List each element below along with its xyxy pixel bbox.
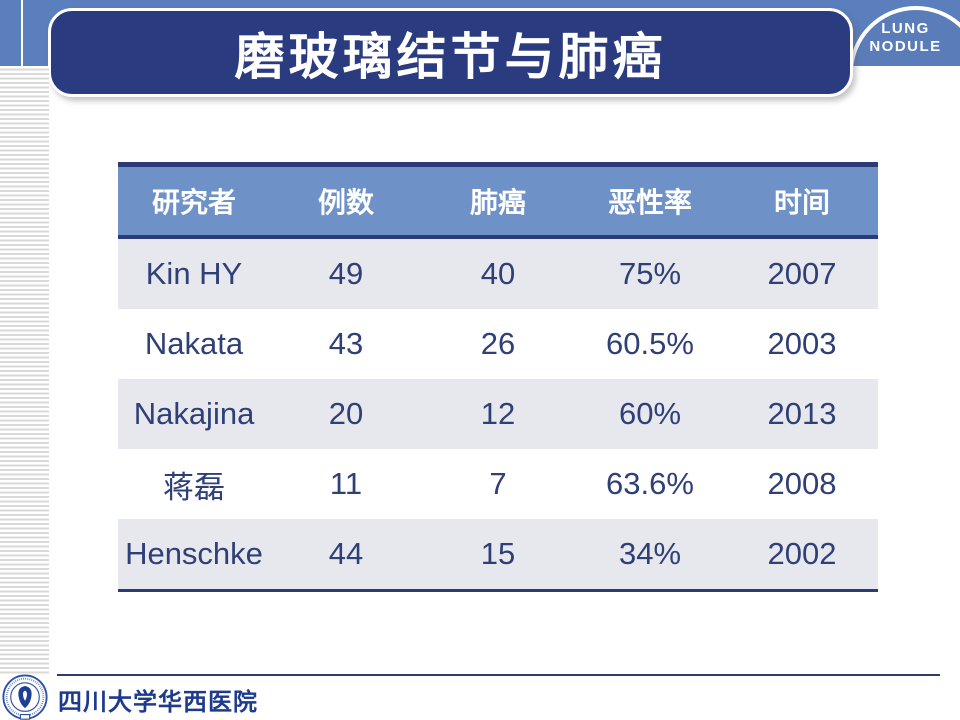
cell-year: 2002 <box>767 536 837 571</box>
cell-lung-cancer: 40 <box>480 256 516 291</box>
cell-year: 2003 <box>767 326 837 361</box>
cell-year: 2013 <box>767 396 837 431</box>
cell-cases: 44 <box>328 536 364 571</box>
cell-year: 2007 <box>767 256 837 291</box>
cell-malignancy-rate: 75% <box>618 256 682 291</box>
hospital-logo-icon <box>2 674 48 720</box>
left-stripe-decoration <box>0 66 49 675</box>
cell-researcher: 蒋磊 <box>163 469 225 505</box>
cell-malignancy-rate: 63.6% <box>606 466 694 501</box>
cell-malignancy-rate: 60.5% <box>606 326 694 361</box>
cell-lung-cancer: 15 <box>480 536 516 571</box>
badge-line1: LUNG <box>881 20 930 37</box>
cell-lung-cancer: 26 <box>480 326 516 361</box>
footer-divider <box>57 674 940 676</box>
table-row: Henschke 44 15 34% 2002 <box>118 519 878 589</box>
table-row: 蒋磊 11 7 63.6% 2008 <box>118 449 878 519</box>
col-header-year: 时间 <box>773 187 830 218</box>
table-row: Nakajina 20 12 60% 2013 <box>118 379 878 449</box>
cell-researcher: Kin HY <box>145 256 243 291</box>
cell-cases: 49 <box>328 256 364 291</box>
cell-lung-cancer: 7 <box>489 466 507 501</box>
study-table: 研究者 例数 肺癌 恶性率 时间 Kin HY 49 40 75% 2007 N… <box>118 162 878 592</box>
table-row: Kin HY 49 40 75% 2007 <box>118 239 878 309</box>
badge-line2: NODULE <box>869 38 942 55</box>
table-row: Nakata 43 26 60.5% 2003 <box>118 309 878 379</box>
table-header-row: 研究者 例数 肺癌 恶性率 时间 <box>118 167 878 239</box>
cell-researcher: Henschke <box>125 536 263 571</box>
col-header-cases: 例数 <box>317 187 374 218</box>
cell-cases: 20 <box>328 396 364 431</box>
cell-lung-cancer: 12 <box>480 396 516 431</box>
col-header-malignancy-rate: 恶性率 <box>607 187 692 218</box>
col-header-researcher: 研究者 <box>151 187 236 218</box>
cell-year: 2008 <box>767 466 837 501</box>
cell-researcher: Nakajina <box>133 396 255 431</box>
hospital-name: 四川大学华西医院 <box>58 687 258 716</box>
title-box: 磨玻璃结节与肺癌 <box>48 8 853 97</box>
cell-cases: 43 <box>328 326 364 361</box>
col-header-lung-cancer: 肺癌 <box>469 187 526 218</box>
cell-malignancy-rate: 34% <box>618 536 682 571</box>
cell-researcher: Nakata <box>144 326 244 361</box>
page-title: 磨玻璃结节与肺癌 <box>234 28 667 85</box>
band-accent-line <box>21 0 23 66</box>
cell-cases: 11 <box>329 466 363 501</box>
cell-malignancy-rate: 60% <box>618 396 682 431</box>
lung-nodule-badge: LUNG NODULE <box>851 20 960 56</box>
